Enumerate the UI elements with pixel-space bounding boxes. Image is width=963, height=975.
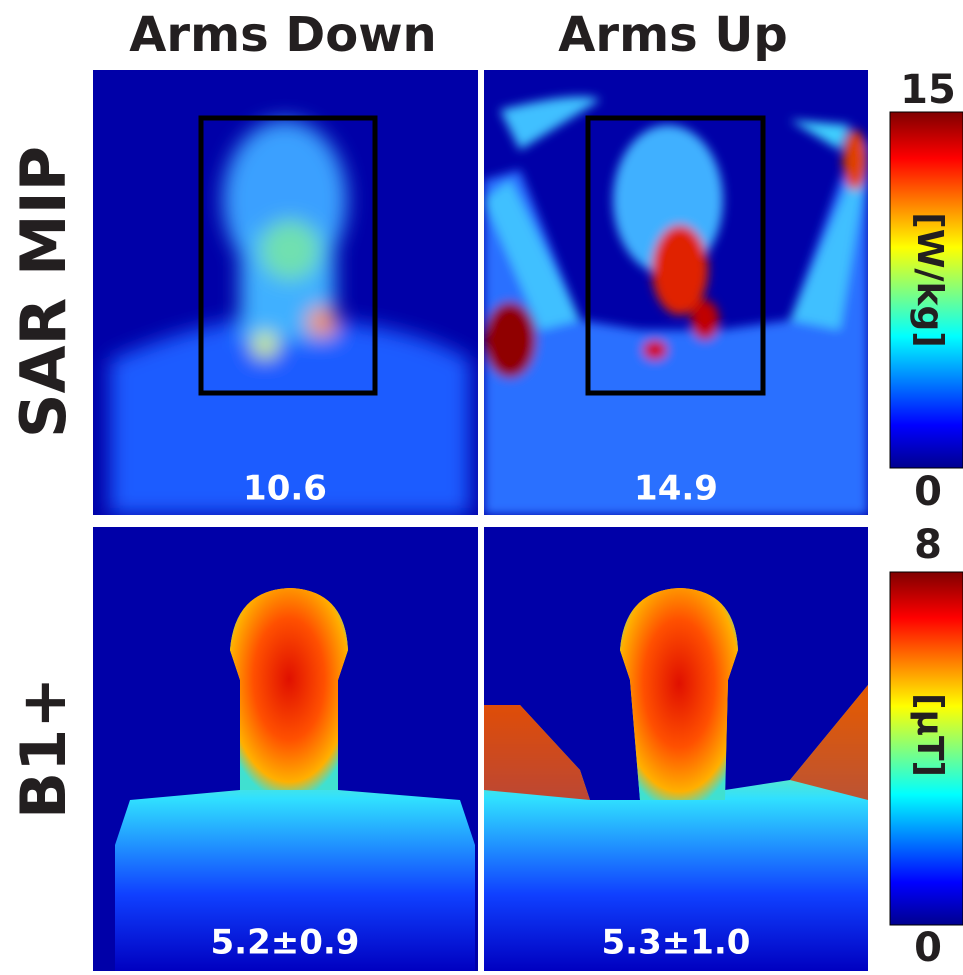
colorbar-unit: [µT] <box>909 693 950 777</box>
colorbar-min: 0 <box>914 469 942 515</box>
row-label: SAR MIP <box>7 146 80 438</box>
column-title: Arms Down <box>129 7 436 63</box>
b1-arms-down-image <box>93 527 478 971</box>
b1-arms-up-image <box>484 527 868 971</box>
colorbar-max: 8 <box>914 522 942 568</box>
panel-value: 10.6 <box>243 469 327 509</box>
colorbar-max: 15 <box>900 67 956 113</box>
column-title: Arms Up <box>558 7 787 63</box>
colorbar-min: 0 <box>914 925 942 971</box>
colorbar-unit: [W/kg] <box>909 212 950 347</box>
panel-value: 5.3±1.0 <box>602 923 751 963</box>
panel-value: 14.9 <box>634 469 718 509</box>
figure: Arms Down Arms Up SAR MIP B1+ 10.6 14.9 … <box>0 0 963 971</box>
panel-value: 5.2±0.9 <box>211 923 360 963</box>
sar-arms-up-image <box>484 70 868 515</box>
sar-arms-down-image <box>93 70 478 515</box>
row-label: B1+ <box>7 677 80 819</box>
